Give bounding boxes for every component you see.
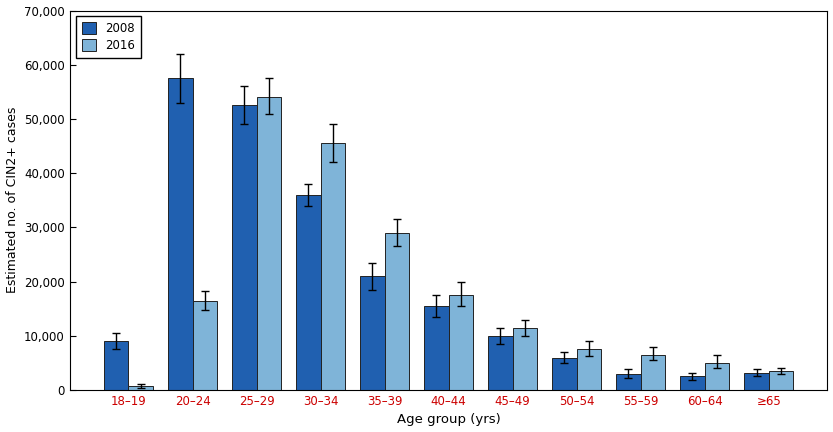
Bar bbox=[232, 105, 257, 390]
Bar bbox=[385, 233, 409, 390]
Bar bbox=[257, 97, 281, 390]
Bar bbox=[512, 328, 537, 390]
X-axis label: Age group (yrs): Age group (yrs) bbox=[397, 413, 501, 426]
Bar bbox=[192, 301, 217, 390]
Bar bbox=[705, 363, 729, 390]
Bar bbox=[360, 276, 385, 390]
Bar bbox=[745, 373, 769, 390]
Bar bbox=[488, 336, 512, 390]
Bar bbox=[297, 195, 321, 390]
Bar bbox=[128, 386, 152, 390]
Bar bbox=[449, 295, 473, 390]
Bar bbox=[168, 78, 192, 390]
Bar bbox=[769, 371, 793, 390]
Bar bbox=[641, 355, 665, 390]
Bar bbox=[321, 143, 345, 390]
Legend: 2008, 2016: 2008, 2016 bbox=[76, 16, 141, 58]
Y-axis label: Estimated no. of CIN2+ cases: Estimated no. of CIN2+ cases bbox=[6, 107, 18, 293]
Bar bbox=[616, 374, 641, 390]
Bar bbox=[681, 376, 705, 390]
Bar bbox=[424, 306, 449, 390]
Bar bbox=[104, 341, 128, 390]
Bar bbox=[576, 349, 601, 390]
Bar bbox=[552, 358, 576, 390]
